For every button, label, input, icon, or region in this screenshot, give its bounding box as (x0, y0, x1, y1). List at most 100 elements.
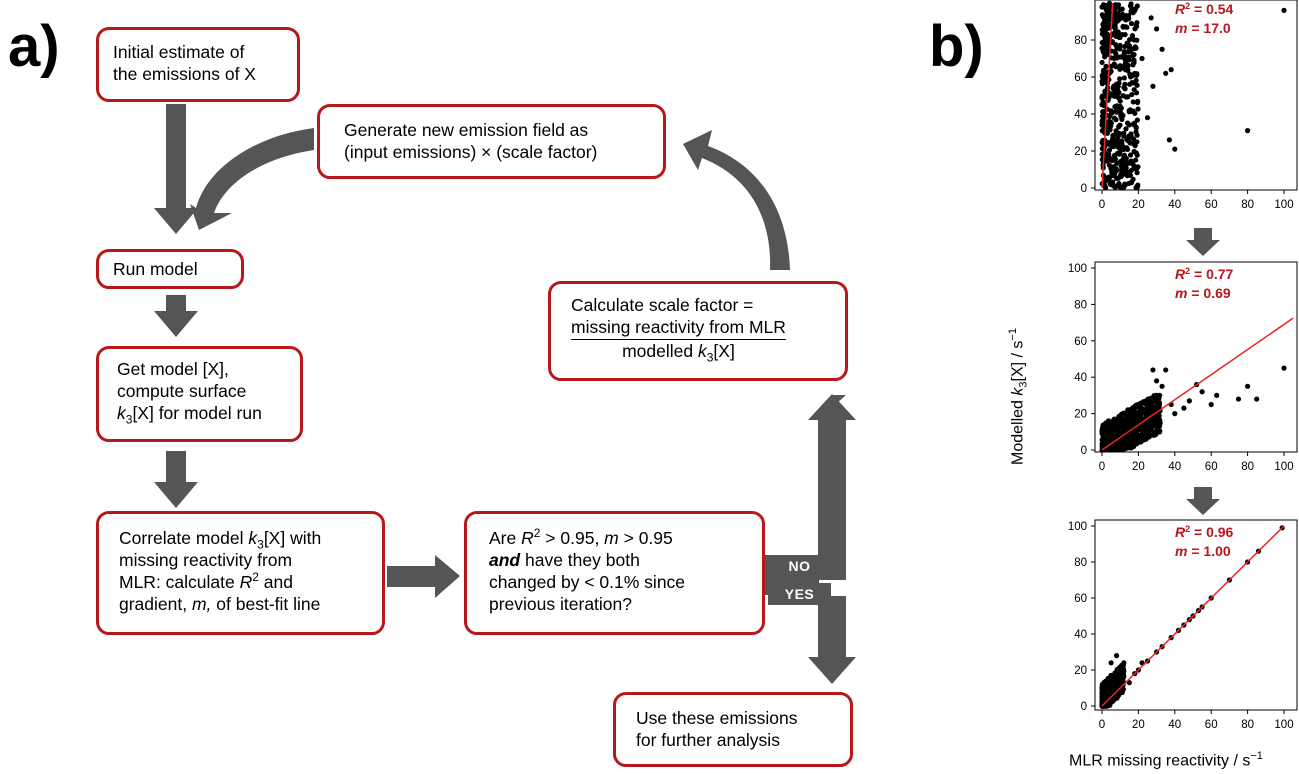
y-tick-label: 0 (1081, 183, 1087, 195)
data-point (1103, 32, 1109, 38)
data-point (1134, 152, 1140, 158)
data-point (1112, 442, 1118, 448)
y-tick-label: 40 (1074, 109, 1087, 121)
data-point (1130, 53, 1136, 59)
data-point (1106, 2, 1112, 8)
data-point (1108, 123, 1114, 129)
x-tick-label: 100 (1274, 199, 1293, 211)
data-point (1108, 110, 1115, 116)
data-point (1117, 122, 1123, 128)
data-point (1113, 447, 1119, 452)
data-point (1106, 147, 1113, 153)
data-point (1114, 160, 1120, 166)
x-tick-label: 60 (1205, 719, 1218, 731)
initial-line-1: Initial estimate of (113, 42, 245, 62)
outlier-point (1159, 383, 1165, 389)
data-point (1125, 67, 1131, 74)
outlier-point (1113, 653, 1120, 659)
data-point (1112, 42, 1119, 48)
data-point (1104, 430, 1111, 436)
x-tick-label: 40 (1168, 199, 1181, 211)
arrow-yes-down (808, 596, 856, 684)
data-point (1127, 37, 1133, 43)
data-point (1130, 62, 1136, 68)
data-point (1134, 3, 1140, 9)
x-tick-label: 20 (1132, 461, 1145, 473)
data-point (1099, 27, 1105, 33)
data-point (1115, 95, 1122, 101)
data-point (1127, 172, 1133, 178)
data-point (1148, 395, 1154, 401)
generate-line-1: Generate new emission field as (344, 120, 589, 140)
plot-frame-3 (1094, 519, 1298, 711)
data-point (1125, 120, 1131, 126)
data-point (1120, 677, 1126, 683)
data-point (1128, 133, 1134, 139)
use-line-2: for further analysis (636, 730, 780, 750)
y-tick-label: 60 (1074, 593, 1087, 605)
y-tick-label: 100 (1068, 263, 1087, 275)
data-point (1139, 428, 1146, 434)
data-point (1154, 422, 1160, 428)
scale-denominator: modelled k3[X] (622, 341, 735, 365)
data-point (1102, 88, 1108, 94)
data-point (1119, 6, 1125, 12)
data-point (1118, 159, 1125, 165)
arrow-generate-to-run (190, 128, 314, 230)
use-line-1: Use these emissions (636, 708, 798, 728)
y-tick-label: 20 (1074, 409, 1087, 421)
x-tick-label: 20 (1132, 199, 1145, 211)
data-point (1109, 137, 1115, 144)
data-point (1104, 17, 1111, 23)
x-tick-label: 100 (1274, 461, 1293, 473)
slope-stat-3: m = 1.00 (1175, 543, 1231, 559)
y-tick-label: 80 (1074, 557, 1087, 569)
are-line-4: previous iteration? (489, 594, 632, 614)
data-point (1121, 75, 1127, 81)
fit-line-1 (1101, 2, 1114, 189)
scale-numerator: missing reactivity from MLR (571, 316, 786, 340)
r2-stat-2: R2 = 0.77 (1175, 266, 1234, 282)
data-point (1107, 127, 1113, 133)
panel-label-a: a) (8, 14, 60, 79)
data-point (1117, 149, 1123, 156)
outlier-point (1172, 411, 1178, 417)
data-point (1117, 172, 1123, 178)
data-point (1109, 169, 1115, 175)
data-point (1109, 433, 1115, 439)
outlier-point (1163, 367, 1169, 373)
y-tick-label: 60 (1074, 336, 1087, 348)
data-point (1123, 416, 1129, 423)
data-point (1153, 395, 1160, 401)
get-line-2: compute surface (117, 381, 247, 401)
data-point (1130, 72, 1136, 79)
y-tick-label: 40 (1074, 629, 1087, 641)
data-point (1113, 4, 1119, 10)
data-point (1108, 63, 1115, 69)
no-branch-label: NO (768, 555, 831, 577)
data-point (1134, 139, 1140, 145)
slope-stat-1: m = 17.0 (1175, 20, 1231, 36)
data-point (1117, 76, 1123, 82)
outlier-point (1186, 398, 1192, 404)
data-point (1120, 144, 1126, 150)
data-point (1113, 103, 1119, 110)
y-tick-label: 0 (1081, 445, 1087, 457)
outlier-point (1108, 660, 1114, 666)
outlier-point (1172, 146, 1178, 152)
data-point (1106, 152, 1112, 158)
data-point (1113, 166, 1119, 172)
data-point (1127, 152, 1134, 158)
outlier-point (1245, 383, 1251, 389)
data-point (1127, 48, 1133, 54)
data-point (1125, 62, 1131, 68)
data-point (1127, 419, 1134, 425)
data-point (1134, 132, 1140, 138)
data-point (1128, 168, 1134, 174)
arrow-scale-to-generate (683, 130, 790, 270)
outlier-point (1150, 83, 1156, 89)
correlate-line-2: missing reactivity from (119, 550, 293, 570)
data-point (1123, 155, 1129, 161)
y-tick-label: 20 (1074, 146, 1087, 158)
data-point (1135, 182, 1141, 188)
